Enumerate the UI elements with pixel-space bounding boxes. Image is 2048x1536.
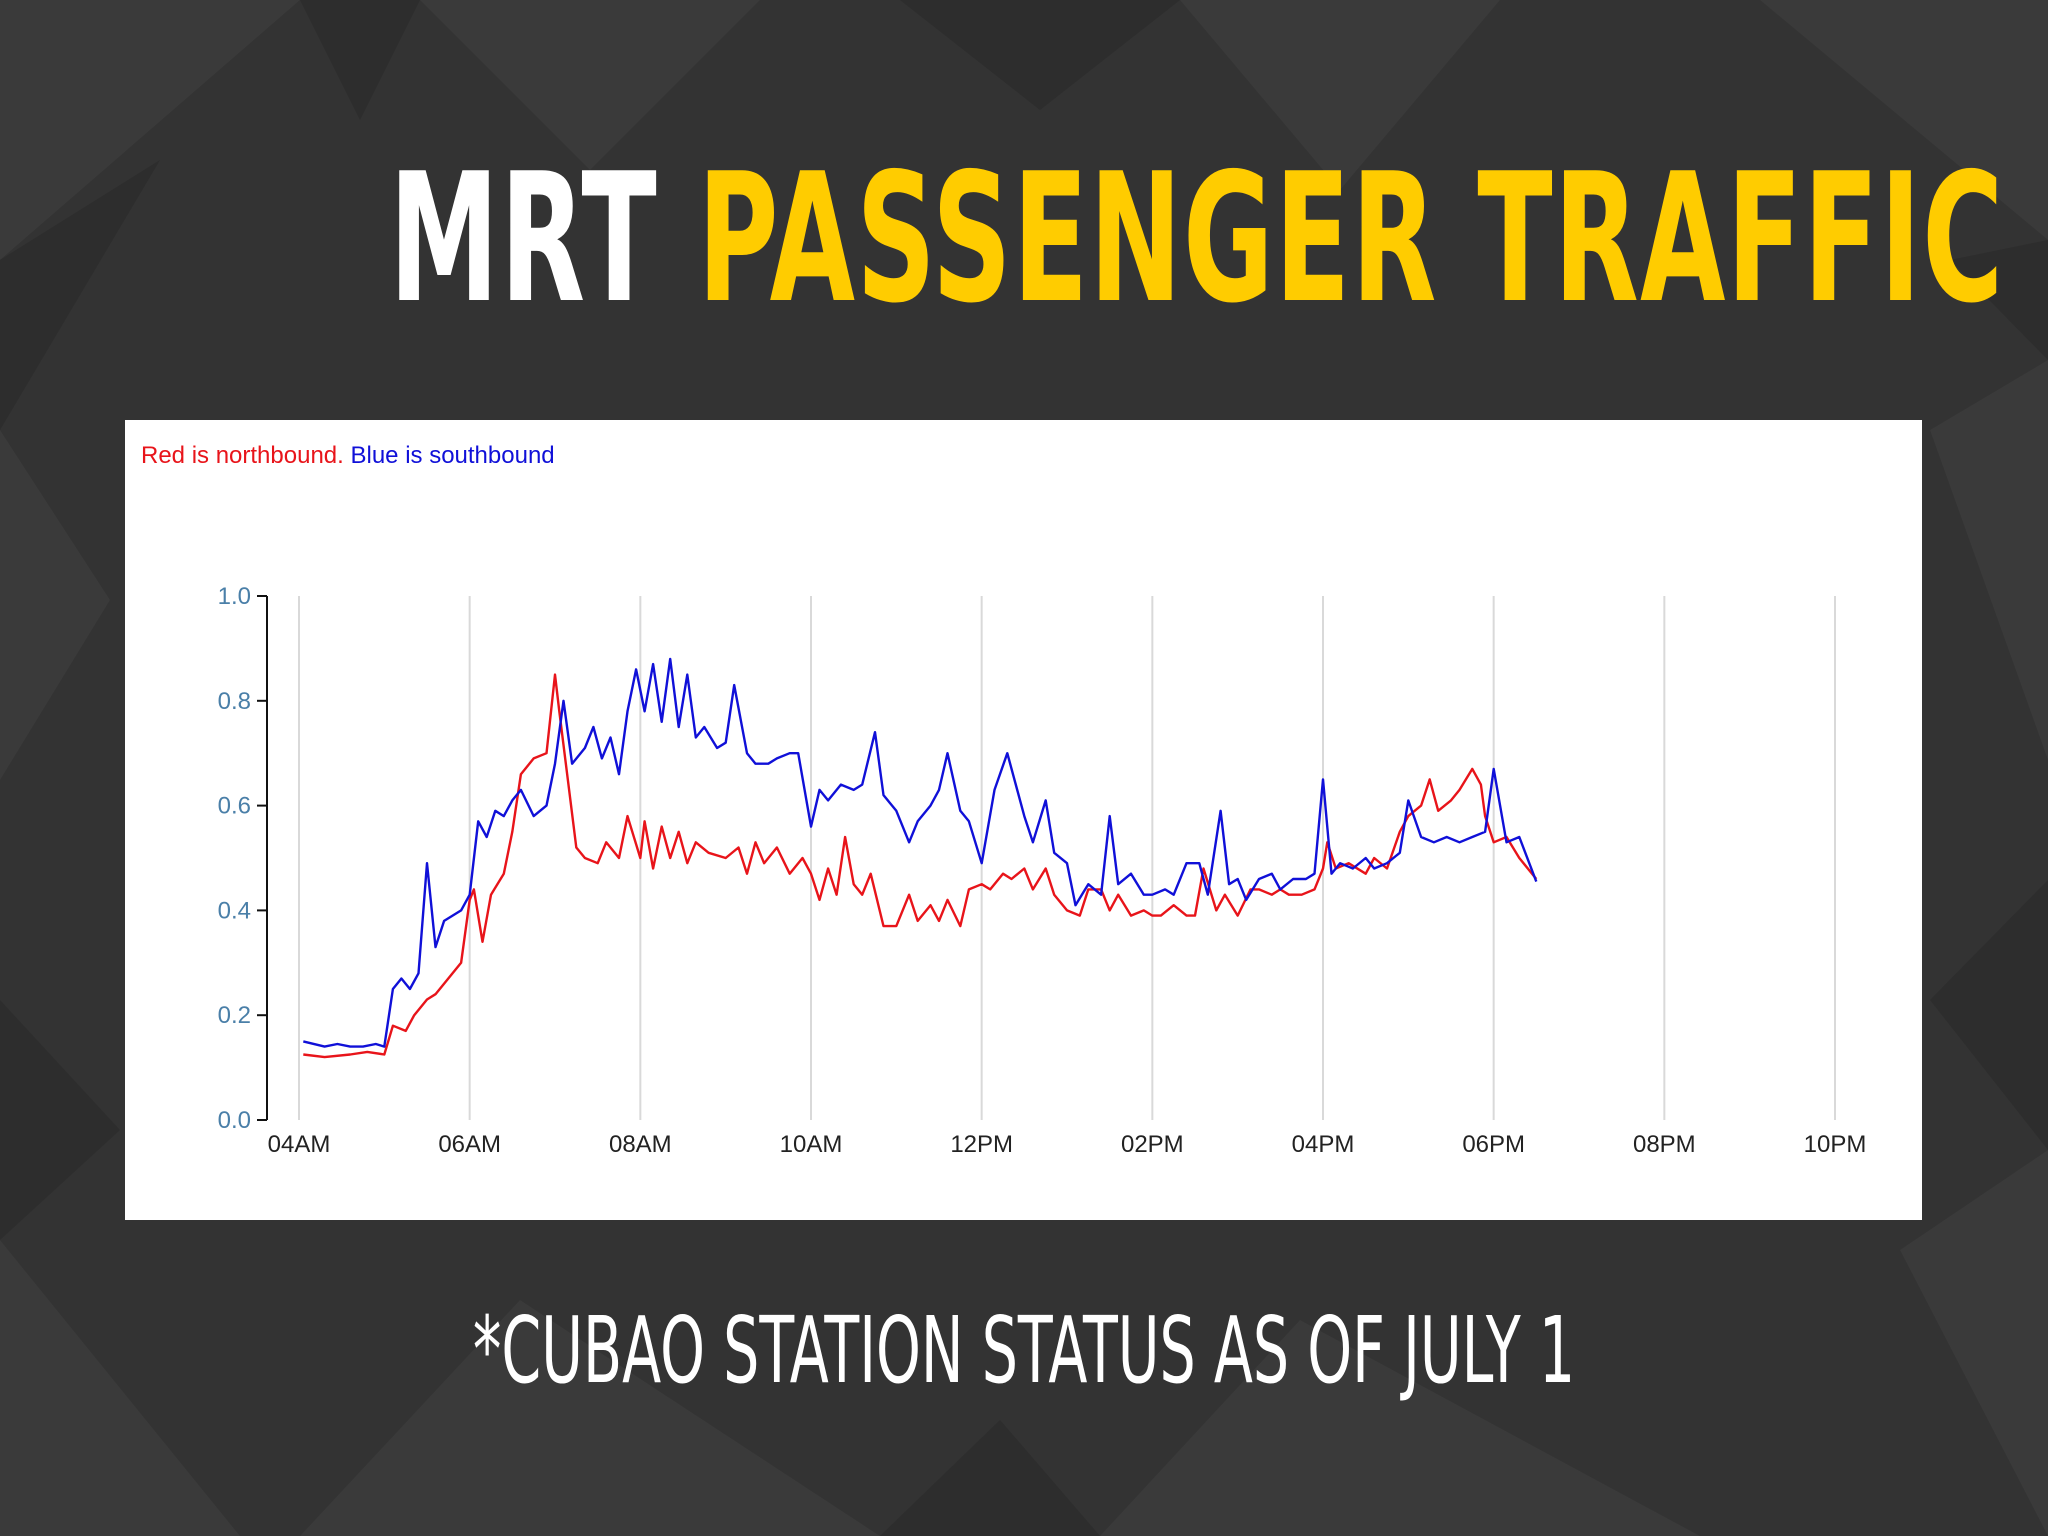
y-tick-label: 0.8 bbox=[218, 688, 251, 715]
x-tick-label: 02PM bbox=[1121, 1131, 1184, 1158]
y-tick-label: 1.0 bbox=[218, 583, 251, 610]
title-passenger-traffic: PASSENGER TRAFFIC bbox=[697, 135, 2005, 342]
legend-southbound: Blue is southbound bbox=[350, 442, 555, 469]
y-tick-label: 0.2 bbox=[218, 1002, 251, 1029]
southbound-line bbox=[303, 657, 1538, 1048]
slide-subtitle: *CUBAO STATION STATUS AS OF JULY 1 bbox=[472, 1297, 1576, 1404]
chart-panel: Red is northbound. Blue is southbound 04… bbox=[125, 420, 1922, 1220]
y-tick-label: 0.4 bbox=[218, 897, 251, 924]
x-tick-label: 06AM bbox=[438, 1131, 501, 1158]
title-mrt: MRT bbox=[389, 135, 658, 342]
line-chart: 04AM 06AM 08AM 10AM 12PM 02PM 04PM 06PM 08PM 10PM… bbox=[218, 583, 1867, 1158]
x-tick-label: 08PM bbox=[1633, 1131, 1696, 1158]
x-tick-label: 06PM bbox=[1462, 1131, 1525, 1158]
y-tick-label: 0.6 bbox=[218, 793, 251, 820]
slide-title: MRT PASSENGER TRAFFIC bbox=[389, 150, 2003, 328]
y-tick-label: 0.0 bbox=[218, 1107, 251, 1134]
legend-northbound: Red is northbound. bbox=[141, 442, 344, 469]
x-tick-label: 04AM bbox=[268, 1131, 331, 1158]
x-tick-label: 10PM bbox=[1804, 1131, 1867, 1158]
x-tick-label: 08AM bbox=[609, 1131, 672, 1158]
x-tick-label: 04PM bbox=[1292, 1131, 1355, 1158]
x-tick-label: 10AM bbox=[780, 1131, 843, 1158]
x-tick-label: 12PM bbox=[950, 1131, 1013, 1158]
northbound-line bbox=[303, 673, 1538, 1059]
chart-legend: Red is northbound. Blue is southbound bbox=[141, 442, 555, 470]
